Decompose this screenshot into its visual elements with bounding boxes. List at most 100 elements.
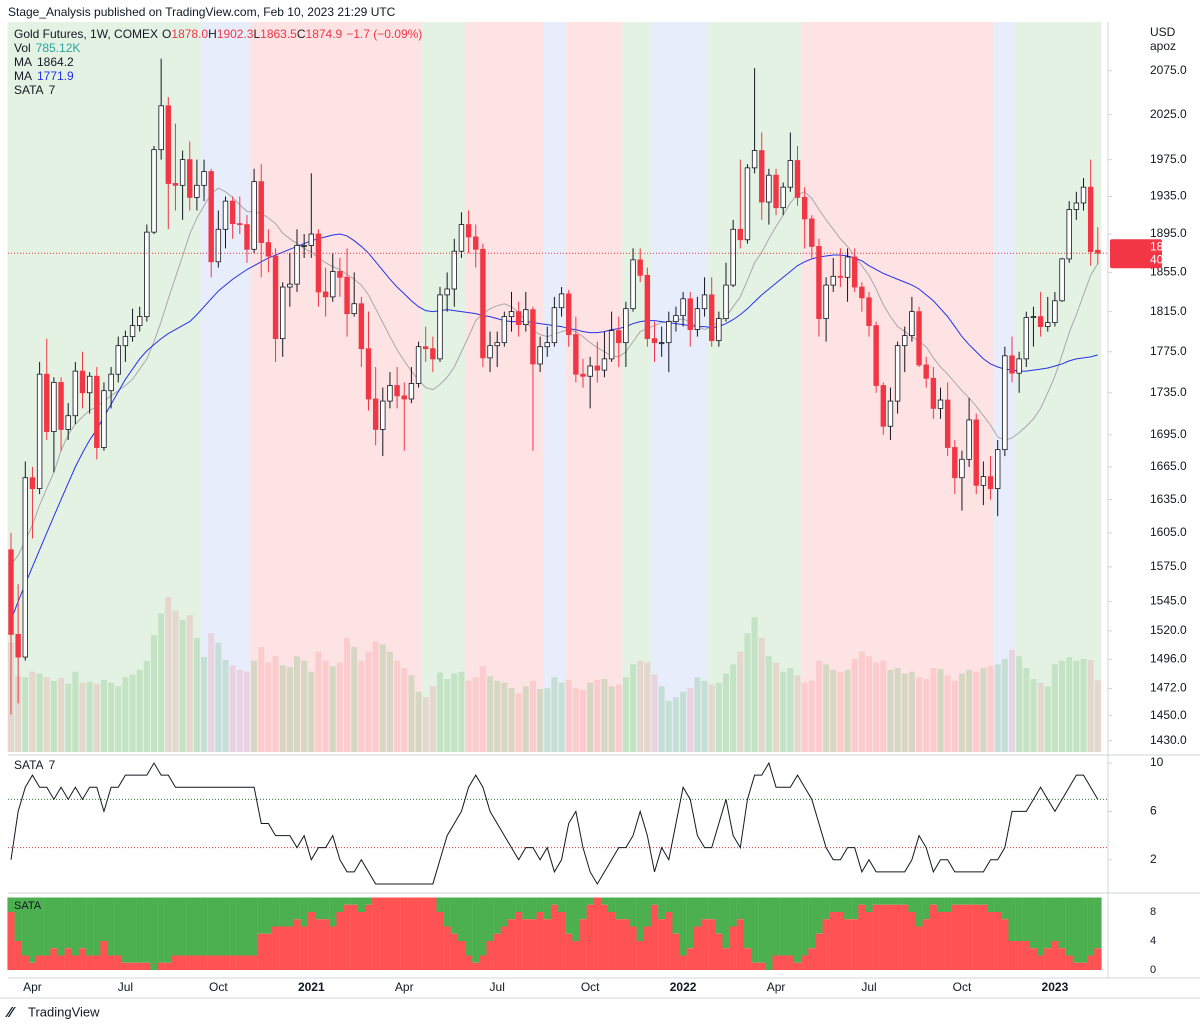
quote-value: 1902.3 [217, 27, 254, 41]
heat-on [300, 897, 308, 927]
heat-on [636, 897, 644, 941]
volume-bar [701, 680, 708, 752]
volume-bar [487, 676, 494, 752]
candle-body [887, 400, 894, 427]
heat-on [443, 897, 451, 927]
volume-bar [551, 677, 558, 752]
volume-bar [379, 644, 386, 752]
unit: apoz [1150, 39, 1176, 53]
heat-on [929, 897, 938, 905]
heat-on [700, 897, 709, 920]
heat-off [1094, 948, 1102, 970]
heat-off [986, 912, 995, 970]
heat-off [314, 919, 323, 970]
volume-bar [622, 677, 629, 752]
volume-bar [344, 637, 351, 752]
volume-bar [415, 691, 422, 752]
candle-body [852, 256, 858, 288]
heat-on [1022, 897, 1031, 941]
volume-bar [186, 615, 193, 752]
candle-body [916, 311, 922, 366]
candle-body [616, 330, 622, 344]
y-tick-label: 1735.0 [1150, 385, 1187, 399]
volume-bar [1016, 656, 1023, 752]
candle-body [801, 196, 808, 220]
heat-off [472, 962, 480, 970]
y-tick-label: 10 [1150, 755, 1164, 769]
candle-body [408, 383, 415, 400]
volume-bar [43, 677, 50, 752]
heat-on [350, 897, 358, 905]
header-title: Stage_Analysis published on TradingView.… [8, 5, 396, 19]
volume-bar [572, 688, 579, 752]
volume-bar [887, 669, 894, 752]
volume-bar [451, 673, 458, 752]
heat-off [586, 904, 594, 970]
heat-off [565, 933, 573, 970]
last-price-box [1110, 239, 1162, 269]
heat-on [729, 897, 737, 927]
heat-off [994, 912, 1002, 970]
candle-body [580, 373, 586, 377]
logo-mark: ⁄⁄ [5, 1004, 17, 1021]
heat-off [279, 926, 287, 970]
volume-bar [201, 657, 208, 752]
y-tick-label: 1665.0 [1150, 459, 1187, 473]
heat-off [936, 912, 945, 970]
heat-on [536, 897, 544, 912]
volume-bar [193, 637, 200, 752]
candle-body [587, 365, 593, 377]
heat-on [572, 897, 580, 941]
heat-off [171, 955, 180, 970]
stage-band [650, 22, 709, 752]
heat-off [872, 904, 880, 970]
heat-on [565, 897, 573, 934]
heat-on [214, 897, 223, 956]
volume-bar [1001, 658, 1008, 752]
y-tick-label: 1695.0 [1150, 427, 1187, 441]
candle-body [995, 449, 1001, 490]
heat-on [286, 897, 294, 927]
volume-bar [665, 700, 672, 752]
heat-on [686, 897, 695, 949]
heat-on [157, 897, 165, 963]
candle-body [208, 171, 214, 263]
volume-bar [966, 669, 973, 752]
volume-bar [680, 691, 687, 752]
volume-bar [251, 660, 258, 752]
candle-body [623, 308, 629, 344]
heat-off [493, 933, 501, 970]
currency: USD [1150, 25, 1176, 39]
heat-off [550, 904, 559, 970]
heat-on [150, 897, 158, 970]
volume-bar [637, 660, 644, 752]
heat-off [1015, 941, 1023, 970]
candle-body [301, 245, 307, 247]
x-tick-label: 2022 [670, 980, 697, 994]
heat-on [772, 897, 780, 956]
candle-body [94, 375, 100, 448]
volume-bar [1044, 686, 1051, 752]
candle-body [465, 224, 472, 238]
heat-off [193, 955, 201, 970]
heat-off [1058, 948, 1066, 970]
legend-value: 7 [49, 758, 56, 772]
heat-off [136, 962, 144, 970]
candle-body [487, 345, 493, 359]
volume-bar [308, 671, 315, 752]
candle-body [501, 316, 508, 344]
x-tick-label: Apr [395, 980, 414, 994]
volume-bar [529, 680, 536, 752]
candle-body [566, 293, 572, 335]
volume-bar [522, 686, 529, 752]
volume-bar [580, 689, 586, 752]
candle-body [952, 447, 958, 479]
candle-body [515, 311, 522, 325]
heat-off [851, 919, 859, 970]
heat-on [1079, 897, 1088, 963]
heat-off [422, 897, 430, 970]
legend-name: SATA [14, 758, 44, 772]
candle-body [86, 375, 93, 394]
candle-body [823, 284, 829, 320]
heat-on [679, 897, 687, 956]
